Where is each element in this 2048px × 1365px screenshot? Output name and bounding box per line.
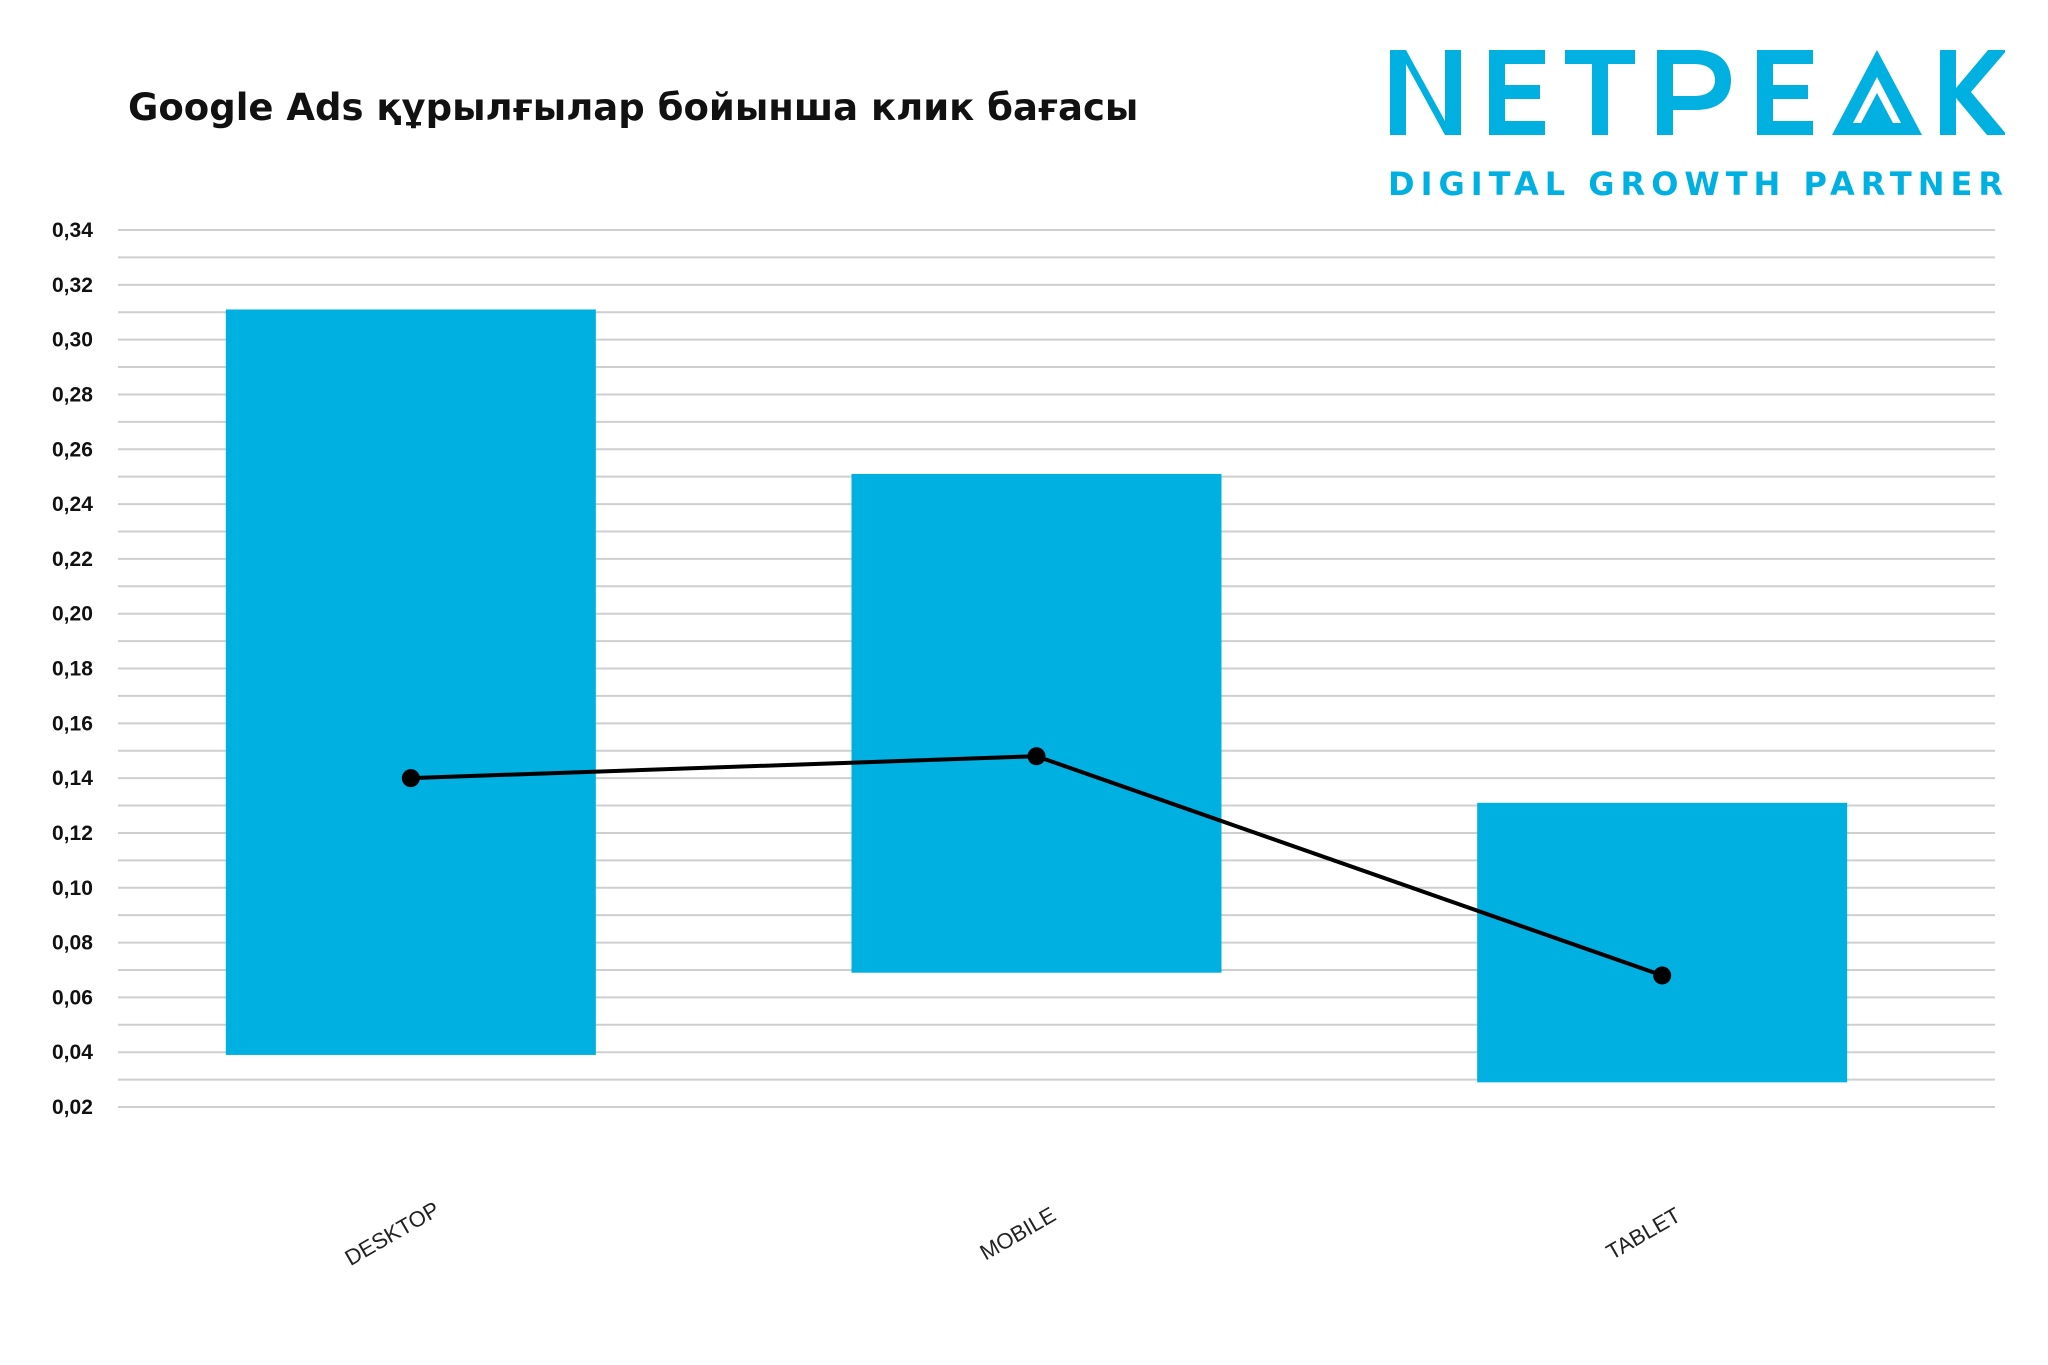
logo-tagline: DIGITAL GROWTH PARTNER xyxy=(1388,165,2010,203)
y-tick-label: 0,14 xyxy=(52,767,93,790)
y-tick-label: 0,18 xyxy=(52,658,93,681)
x-axis-labels: DESKTOP MOBILE TABLET xyxy=(340,1196,1684,1270)
line-point-mobile xyxy=(1027,747,1046,766)
y-tick-label: 0,30 xyxy=(52,329,93,352)
y-tick-label: 0,12 xyxy=(52,822,93,845)
bars xyxy=(225,309,1848,1083)
y-tick-label: 0,26 xyxy=(52,438,93,461)
y-tick-label: 0,08 xyxy=(52,932,93,955)
y-tick-label: 0,28 xyxy=(52,383,93,406)
y-tick-label: 0,16 xyxy=(52,712,93,735)
chart-title: Google Ads құрылғылар бойынша клик бағас… xyxy=(128,86,1139,129)
x-tick-label: DESKTOP xyxy=(340,1196,443,1270)
x-tick-label: TABLET xyxy=(1602,1202,1685,1264)
y-tick-label: 0,04 xyxy=(52,1041,93,1064)
y-tick-label: 0,02 xyxy=(52,1096,93,1119)
x-tick-label: MOBILE xyxy=(975,1202,1060,1265)
y-tick-label: 0,22 xyxy=(52,548,93,571)
y-tick-label: 0,20 xyxy=(52,603,93,626)
line-point-tablet xyxy=(1653,966,1672,985)
netpeak-logo xyxy=(1390,50,2005,135)
y-tick-label: 0,34 xyxy=(52,219,93,242)
y-tick-label: 0,06 xyxy=(52,986,93,1009)
bar-desktop xyxy=(225,309,596,1055)
y-tick-label: 0,32 xyxy=(52,274,93,297)
y-tick-label: 0,24 xyxy=(52,493,93,516)
bar-mobile xyxy=(851,473,1222,973)
bar-tablet xyxy=(1477,802,1848,1083)
y-axis-ticks: 0,02 0,04 0,06 0,08 0,10 0,12 0,14 0,16 0,18 0,20… xyxy=(52,219,93,1119)
line-series xyxy=(401,747,1672,985)
y-tick-label: 0,10 xyxy=(52,877,93,900)
line-point-desktop xyxy=(401,769,420,788)
